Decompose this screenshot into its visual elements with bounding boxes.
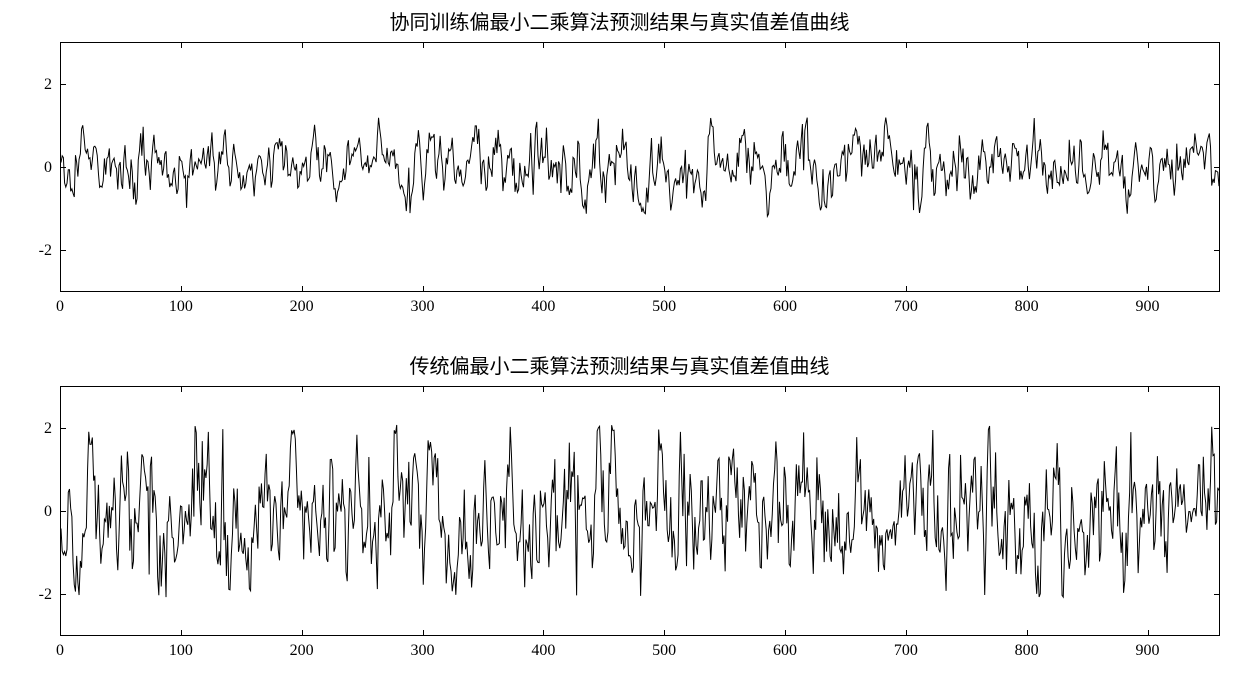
xtick	[181, 386, 182, 392]
xtick	[543, 42, 544, 48]
xtick-label: 900	[1128, 298, 1168, 316]
xtick-label: 100	[161, 642, 201, 660]
ytick-label: 0	[22, 159, 52, 177]
xtick-label: 500	[644, 298, 684, 316]
xtick	[1148, 630, 1149, 636]
xtick-label: 600	[765, 298, 805, 316]
xtick-label: 400	[523, 642, 563, 660]
xtick	[181, 42, 182, 48]
xtick	[60, 630, 61, 636]
xtick	[60, 42, 61, 48]
series-line	[61, 118, 1219, 217]
xtick	[664, 386, 665, 392]
xtick	[423, 286, 424, 292]
xtick-label: 100	[161, 298, 201, 316]
xtick	[906, 42, 907, 48]
xtick	[1027, 630, 1028, 636]
xtick	[423, 42, 424, 48]
subplot-bottom-title: 传统偏最小二乘算法预测结果与真实值差值曲线	[0, 350, 1239, 379]
xtick	[60, 386, 61, 392]
xtick	[1148, 386, 1149, 392]
xtick-label: 800	[1007, 642, 1047, 660]
ytick	[1214, 428, 1220, 429]
xtick-label: 300	[403, 642, 443, 660]
ytick	[1214, 167, 1220, 168]
xtick	[1027, 386, 1028, 392]
xtick	[906, 630, 907, 636]
ytick-label: -2	[22, 586, 52, 604]
series-line	[61, 425, 1219, 597]
xtick	[543, 286, 544, 292]
xtick-label: 900	[1128, 642, 1168, 660]
xtick	[1027, 286, 1028, 292]
xtick	[302, 630, 303, 636]
ytick	[1214, 594, 1220, 595]
ytick-label: -2	[22, 242, 52, 260]
ytick	[60, 250, 66, 251]
xtick-label: 0	[40, 298, 80, 316]
xtick	[664, 42, 665, 48]
subplot-bottom-series	[61, 387, 1219, 635]
xtick	[906, 386, 907, 392]
xtick	[1148, 42, 1149, 48]
xtick-label: 0	[40, 642, 80, 660]
xtick-label: 600	[765, 642, 805, 660]
xtick	[785, 386, 786, 392]
xtick	[543, 386, 544, 392]
ytick-label: 2	[22, 76, 52, 94]
xtick-label: 800	[1007, 298, 1047, 316]
xtick	[181, 286, 182, 292]
xtick	[664, 286, 665, 292]
xtick-label: 400	[523, 298, 563, 316]
ytick-label: 0	[22, 503, 52, 521]
xtick-label: 500	[644, 642, 684, 660]
subplot-top-series	[61, 43, 1219, 291]
figure: 协同训练偏最小二乘算法预测结果与真实值差值曲线 -202010020030040…	[0, 0, 1239, 696]
ytick	[60, 594, 66, 595]
xtick	[785, 42, 786, 48]
xtick-label: 200	[282, 298, 322, 316]
ytick	[60, 428, 66, 429]
xtick	[302, 42, 303, 48]
xtick	[785, 286, 786, 292]
subplot-top-plot-area	[60, 42, 1220, 292]
xtick	[302, 286, 303, 292]
xtick-label: 700	[886, 298, 926, 316]
xtick	[60, 286, 61, 292]
xtick	[906, 286, 907, 292]
subplot-bottom-plot-area	[60, 386, 1220, 636]
ytick	[1214, 511, 1220, 512]
ytick	[1214, 84, 1220, 85]
xtick-label: 200	[282, 642, 322, 660]
ytick	[60, 84, 66, 85]
xtick-label: 300	[403, 298, 443, 316]
ytick-label: 2	[22, 420, 52, 438]
xtick	[1027, 42, 1028, 48]
xtick	[664, 630, 665, 636]
xtick-label: 700	[886, 642, 926, 660]
xtick	[181, 630, 182, 636]
ytick	[60, 511, 66, 512]
xtick	[423, 386, 424, 392]
xtick	[1148, 286, 1149, 292]
xtick	[543, 630, 544, 636]
xtick	[302, 386, 303, 392]
xtick	[423, 630, 424, 636]
subplot-top-title: 协同训练偏最小二乘算法预测结果与真实值差值曲线	[0, 6, 1239, 35]
ytick	[60, 167, 66, 168]
ytick	[1214, 250, 1220, 251]
xtick	[785, 630, 786, 636]
